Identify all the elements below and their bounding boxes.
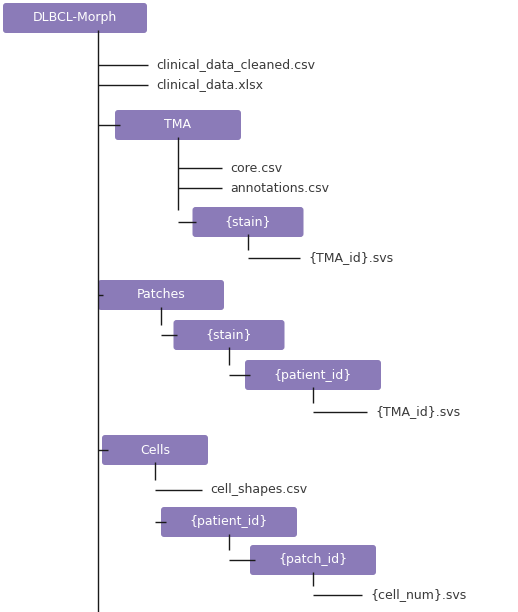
- FancyBboxPatch shape: [98, 280, 224, 310]
- Text: {patient_id}: {patient_id}: [274, 368, 352, 381]
- Text: {cell_num}.svs: {cell_num}.svs: [370, 589, 466, 602]
- Text: Cells: Cells: [140, 444, 170, 457]
- FancyBboxPatch shape: [174, 320, 284, 350]
- FancyBboxPatch shape: [193, 207, 304, 237]
- Text: TMA: TMA: [165, 119, 192, 132]
- Text: annotations.csv: annotations.csv: [230, 182, 329, 195]
- FancyBboxPatch shape: [250, 545, 376, 575]
- Text: clinical_data_cleaned.csv: clinical_data_cleaned.csv: [156, 59, 315, 72]
- Text: DLBCL-Morph: DLBCL-Morph: [33, 12, 117, 24]
- FancyBboxPatch shape: [161, 507, 297, 537]
- Text: cell_shapes.csv: cell_shapes.csv: [210, 483, 307, 496]
- Text: clinical_data.xlsx: clinical_data.xlsx: [156, 78, 263, 92]
- Text: Patches: Patches: [137, 288, 185, 302]
- Text: core.csv: core.csv: [230, 162, 282, 174]
- FancyBboxPatch shape: [102, 435, 208, 465]
- FancyBboxPatch shape: [115, 110, 241, 140]
- FancyBboxPatch shape: [3, 3, 147, 33]
- Text: {patch_id}: {patch_id}: [279, 553, 348, 567]
- Text: {patient_id}: {patient_id}: [190, 515, 268, 529]
- Text: {stain}: {stain}: [206, 329, 252, 341]
- Text: {stain}: {stain}: [225, 215, 271, 228]
- Text: {TMA_id}.svs: {TMA_id}.svs: [308, 252, 393, 264]
- FancyBboxPatch shape: [245, 360, 381, 390]
- Text: {TMA_id}.svs: {TMA_id}.svs: [375, 406, 460, 419]
